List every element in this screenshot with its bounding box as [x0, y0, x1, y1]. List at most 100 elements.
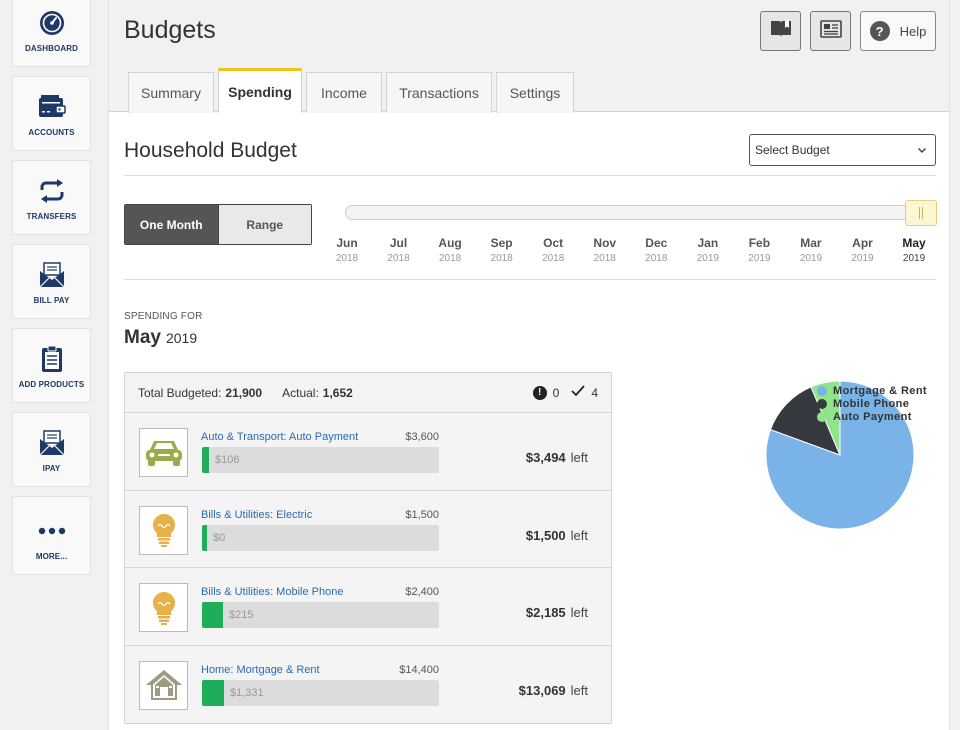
timeline-year-label: 2019	[902, 253, 926, 264]
timeline-month-4[interactable]: Oct 2018	[533, 236, 573, 264]
timeline-month-1[interactable]: Jul 2018	[379, 236, 419, 264]
timeline-month-label: Jan	[697, 236, 719, 250]
remaining-amount: $3,494	[525, 450, 566, 465]
remaining-label: left	[570, 527, 588, 543]
timeline-month-11[interactable]: May 2019	[894, 236, 934, 264]
page-title: Budgets	[124, 16, 216, 44]
select-budget-dropdown[interactable]: Select Budget	[749, 134, 936, 166]
timeline-month-8[interactable]: Feb 2019	[739, 236, 779, 264]
sidebar-item-ipay[interactable]: IPAY	[12, 412, 91, 487]
timeline-year-label: 2019	[799, 253, 823, 264]
timeline-month-label: Apr	[852, 236, 873, 250]
tab-spending[interactable]: Spending	[218, 68, 302, 113]
sidebar-item-label: ADD PRODUCTS	[18, 380, 85, 389]
help-icon: ?	[869, 21, 890, 41]
budget-category-row: Auto & Transport: Auto Payment $3,600 $1…	[125, 413, 611, 491]
page-header: Budgets ? Help Summary Spending Income T…	[109, 0, 949, 113]
pie-slice-mobile-phone[interactable]	[769, 386, 841, 456]
range-button[interactable]: Range	[217, 205, 311, 244]
legend-swatch	[817, 398, 827, 409]
timeline-slider-handle[interactable]	[905, 200, 937, 226]
timeline-month-7[interactable]: Jan 2019	[688, 236, 728, 264]
category-budget-amount: $1,500	[405, 508, 439, 521]
budget-category-row: Bills & Utilities: Electric $1,500 $0 $1…	[125, 491, 611, 568]
category-remaining: $2,185 left	[526, 605, 588, 620]
help-button[interactable]: ? Help	[860, 11, 936, 51]
main-panel: Budgets ? Help Summary Spending Income T…	[108, 0, 950, 730]
tab-summary[interactable]: Summary	[128, 72, 214, 113]
timeline-year-label: 2018	[438, 253, 462, 264]
category-budget-amount: $3,600	[405, 431, 439, 443]
category-remaining: $1,500 left	[526, 528, 588, 543]
legend-item: Mobile Phone	[817, 397, 927, 410]
spending-for-label: SPENDING FOR	[124, 311, 203, 322]
divider	[124, 279, 936, 280]
category-link[interactable]: Bills & Utilities: Electric	[201, 508, 313, 521]
remaining-label: left	[570, 450, 588, 465]
timeline-month-5[interactable]: Nov 2018	[585, 236, 625, 264]
timeline-year-label: 2018	[593, 253, 616, 264]
guide-button[interactable]	[760, 11, 801, 51]
legend-label: Mobile Phone	[833, 397, 910, 410]
envelope-icon	[37, 428, 67, 458]
category-link[interactable]: Bills & Utilities: Mobile Phone	[201, 586, 344, 598]
sidebar-item-accounts[interactable]: ACCOUNTS	[12, 76, 91, 151]
timeline-month-3[interactable]: Sep 2018	[482, 236, 522, 264]
sidebar-item-label: ACCOUNTS	[28, 128, 75, 137]
timeline-year-label: 2018	[335, 253, 359, 264]
sidebar-item-dashboard[interactable]: DASHBOARD	[12, 0, 91, 67]
sidebar-item-add-products[interactable]: ADD PRODUCTS	[12, 328, 91, 403]
timeline-month-10[interactable]: Apr 2019	[843, 236, 883, 264]
timeline-month-0[interactable]: Jun 2018	[327, 236, 367, 264]
dots-icon	[37, 516, 67, 546]
sidebar-item-more[interactable]: MORE...	[12, 496, 91, 575]
timeline-year-label: 2019	[748, 253, 771, 264]
timeline-year-label: 2018	[490, 253, 513, 264]
sidebar-item-label: MORE...	[35, 552, 68, 561]
sidebar-item-label: DASHBOARD	[25, 44, 78, 53]
timeline-month-label: Dec	[645, 236, 668, 250]
timeline-month-2[interactable]: Aug 2018	[430, 236, 470, 264]
timeline-year-label: 2018	[387, 253, 410, 264]
actual-label: Actual:	[282, 385, 319, 400]
category-progress-bar: $0	[202, 524, 439, 551]
clipboard-icon	[37, 344, 67, 374]
category-progress-bar: $106	[202, 447, 439, 473]
tab-settings[interactable]: Settings	[496, 72, 574, 113]
sidebar-item-bill-pay[interactable]: BILL PAY	[12, 244, 91, 319]
checkmark-icon	[571, 385, 585, 400]
speedometer-icon	[37, 8, 67, 38]
budget-category-row: Home: Mortgage & Rent $14,400 $1,331 $13…	[125, 646, 611, 724]
tab-income[interactable]: Income	[306, 72, 382, 113]
timeline-month-label: Mar	[800, 236, 822, 250]
total-budgeted-label: Total Budgeted:	[138, 385, 222, 400]
timeline-month-label: Jul	[389, 236, 408, 250]
print-button[interactable]	[810, 11, 851, 51]
house-icon	[139, 660, 188, 710]
legend-label: Auto Payment	[833, 410, 912, 423]
timeline-month-6[interactable]: Dec 2018	[636, 236, 676, 264]
timeline-year-label: 2018	[645, 253, 668, 264]
remaining-amount: $2,185	[525, 605, 566, 620]
category-link[interactable]: Auto & Transport: Auto Payment	[201, 431, 359, 443]
category-progress-bar: $1,331	[202, 679, 439, 706]
chart-legend: Mortgage & Rent Mobile Phone Auto Payment	[817, 384, 927, 423]
legend-swatch	[817, 411, 827, 422]
timeline-month-label: Jun	[336, 236, 358, 250]
legend-swatch	[817, 385, 827, 396]
select-budget-label: Select Budget	[755, 143, 830, 157]
envelope-icon	[37, 260, 67, 290]
remaining-amount: $13,069	[518, 682, 566, 698]
timeline-slider-track[interactable]	[345, 205, 937, 220]
sidebar-item-transfers[interactable]: TRANSFERS	[12, 160, 91, 235]
remaining-label: left	[570, 682, 588, 698]
category-budget-amount: $14,400	[399, 663, 439, 676]
category-remaining: $3,494 left	[526, 450, 588, 465]
tab-transactions[interactable]: Transactions	[386, 72, 492, 113]
period-month: May	[124, 327, 161, 348]
one-month-button[interactable]: One Month	[125, 205, 218, 244]
timeline-year-label: 2019	[696, 253, 719, 264]
status-counts: ! 0 4	[532, 385, 598, 400]
timeline-month-9[interactable]: Mar 2019	[791, 236, 831, 264]
category-link[interactable]: Home: Mortgage & Rent	[201, 663, 320, 676]
